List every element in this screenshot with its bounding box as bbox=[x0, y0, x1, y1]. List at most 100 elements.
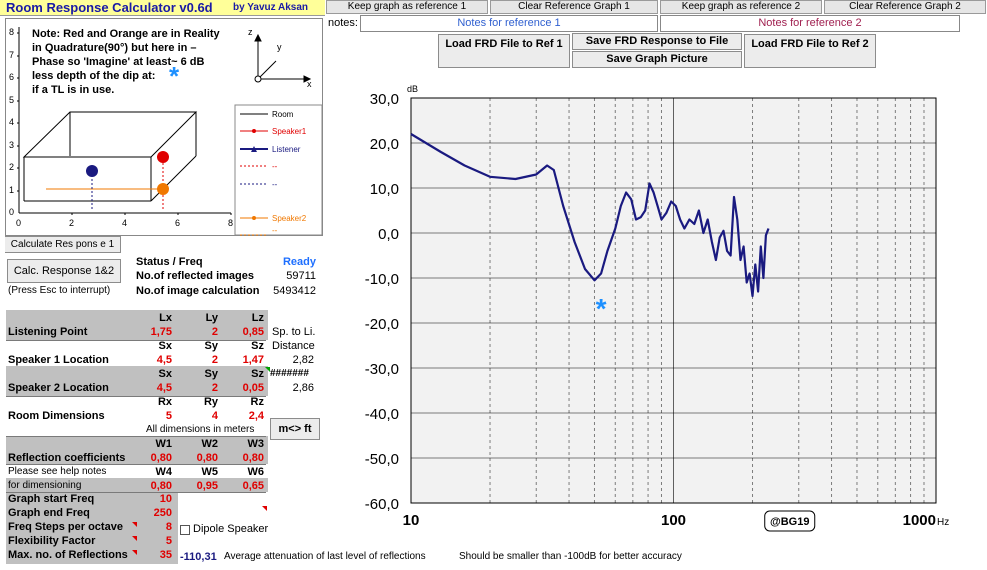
reflected-images-label: No.of reflected images bbox=[136, 270, 254, 282]
note-line-1: Note: Red and Orange are in Reality bbox=[32, 28, 220, 40]
listening-point-label: Listening Point bbox=[8, 326, 88, 338]
s2z-value[interactable]: 0,05 bbox=[242, 382, 264, 394]
speaker2-row-bg bbox=[6, 366, 268, 396]
notes-ref2-field[interactable]: Notes for reference 2 bbox=[660, 15, 960, 32]
comment-marker bbox=[132, 522, 137, 527]
s1x-header: Sx bbox=[158, 340, 172, 352]
load-frd-ref1-button[interactable]: Load FRD File to Ref 1 bbox=[438, 34, 570, 68]
rx-header: Rx bbox=[157, 396, 172, 408]
room-y-tick: 7 bbox=[9, 50, 14, 60]
params-bg bbox=[6, 492, 178, 564]
graph-end-freq-value[interactable]: 250 bbox=[153, 507, 172, 519]
x-tick-label: 100 bbox=[661, 512, 686, 529]
dipole-checkbox[interactable] bbox=[180, 525, 190, 535]
room-y-tick: 1 bbox=[9, 185, 14, 195]
note-line-5: if a TL is in use. bbox=[32, 84, 115, 96]
app-title-bar: Room Response Calculator v0.6d by Yavuz … bbox=[0, 0, 325, 16]
accuracy-note: Should be smaller than -100dB for better… bbox=[459, 551, 682, 562]
room-plot-svg: 8 7 6 5 4 3 2 1 0 0 2 4 6 8 bbox=[9, 27, 323, 236]
load-frd-ref2-button[interactable]: Load FRD File to Ref 2 bbox=[744, 34, 876, 68]
calculate-response1-button[interactable]: Calculate Res pons e 1 bbox=[5, 236, 121, 253]
freq-steps-value[interactable]: 8 bbox=[165, 521, 172, 533]
speaker2-point bbox=[157, 183, 169, 195]
s2y-value[interactable]: 2 bbox=[211, 382, 218, 394]
s1y-value[interactable]: 2 bbox=[211, 354, 218, 366]
s1z-header: Sz bbox=[251, 340, 264, 352]
clear-ref2-button[interactable]: Clear Reference Graph 2 bbox=[824, 0, 986, 14]
row-separator bbox=[6, 492, 266, 493]
w6-header: W6 bbox=[247, 466, 265, 478]
unit-toggle-button[interactable]: m<> ft bbox=[270, 418, 320, 440]
w3-value[interactable]: 0,80 bbox=[242, 452, 264, 464]
max-reflections-value[interactable]: 35 bbox=[159, 549, 172, 561]
room-y-tick: 5 bbox=[9, 95, 14, 105]
room-x-tick: 0 bbox=[16, 218, 21, 228]
x-unit-label: Hz bbox=[937, 517, 949, 528]
overflow-cell: ####### bbox=[270, 368, 309, 379]
w1-value[interactable]: 0,80 bbox=[150, 452, 172, 464]
quadrature-note: Note: Red and Orange are in Reality in Q… bbox=[32, 27, 242, 97]
axis-y-label: y bbox=[277, 42, 282, 52]
help-note-1: Please see help notes bbox=[8, 466, 107, 477]
comment-marker bbox=[132, 536, 137, 541]
response-line bbox=[410, 133, 770, 298]
status-value: Ready bbox=[282, 256, 316, 268]
w5-header: W5 bbox=[201, 466, 219, 478]
graph-start-freq-value[interactable]: 10 bbox=[159, 493, 172, 505]
watermark-box bbox=[764, 510, 816, 532]
s2x-header: Sx bbox=[158, 368, 172, 380]
y-tick-label: -30,0 bbox=[365, 361, 399, 378]
calc-response-12-button[interactable]: Calc. Response 1&2 bbox=[7, 259, 121, 283]
distance-label: Distance bbox=[272, 340, 315, 352]
ly-value[interactable]: 2 bbox=[211, 326, 218, 338]
lx-header: Lx bbox=[159, 312, 172, 324]
lx-value[interactable]: 1,75 bbox=[150, 326, 172, 338]
lz-header: Lz bbox=[251, 312, 264, 324]
dip-asterisk-icon: * bbox=[169, 61, 180, 91]
rz-value[interactable]: 2,4 bbox=[248, 410, 264, 422]
s2y-header: Sy bbox=[204, 368, 218, 380]
ry-value[interactable]: 4 bbox=[211, 410, 218, 422]
save-frd-button[interactable]: Save FRD Response to File bbox=[572, 33, 742, 50]
y-tick-label: -10,0 bbox=[365, 271, 399, 288]
graph-start-freq-label: Graph start Freq bbox=[8, 493, 95, 505]
note-line-3: Phase so 'Imagine' at least~ 6 dB bbox=[32, 56, 205, 68]
axis-x-label: x bbox=[307, 79, 312, 89]
legend-room: Room bbox=[272, 110, 294, 119]
lz-value[interactable]: 0,85 bbox=[242, 326, 264, 338]
x-tick-label: 1000 bbox=[903, 512, 936, 529]
legend-dash1: -- bbox=[272, 162, 278, 171]
s2z-header: Sz bbox=[251, 368, 264, 380]
y-axis-label: dB bbox=[407, 84, 418, 94]
s2x-value[interactable]: 4,5 bbox=[156, 382, 172, 394]
x-tick-label: 10 bbox=[403, 512, 420, 529]
keep-ref1-button[interactable]: Keep graph as reference 1 bbox=[326, 0, 488, 14]
notes-label: notes: bbox=[328, 17, 358, 29]
keep-ref2-button[interactable]: Keep graph as reference 2 bbox=[660, 0, 822, 14]
rx-value[interactable]: 5 bbox=[165, 410, 172, 422]
notes-ref1-field[interactable]: Notes for reference 1 bbox=[360, 15, 658, 32]
w4-value[interactable]: 0,80 bbox=[150, 480, 172, 492]
chart-svg: 30,0 20,0 10,0 0,0 -10,0 -20,0 -30,0 -40,0 -50,0… bbox=[365, 84, 949, 532]
w6-value[interactable]: 0,65 bbox=[242, 480, 264, 492]
room-x-tick: 8 bbox=[228, 218, 233, 228]
room-y-tick: 0 bbox=[9, 207, 14, 217]
room-dimensions-label: Room Dimensions bbox=[8, 410, 105, 422]
s1z-value[interactable]: 1,47 bbox=[242, 354, 264, 366]
clear-ref1-button[interactable]: Clear Reference Graph 1 bbox=[490, 0, 658, 14]
axis-z-label: z bbox=[248, 27, 253, 37]
esc-hint: (Press Esc to interrupt) bbox=[8, 285, 111, 296]
flexibility-factor-value[interactable]: 5 bbox=[165, 535, 172, 547]
help-note-2: for dimensioning bbox=[8, 480, 82, 491]
w5-value[interactable]: 0,95 bbox=[196, 480, 218, 492]
speaker1-point bbox=[157, 151, 169, 163]
row-separator bbox=[6, 340, 266, 341]
s1x-value[interactable]: 4,5 bbox=[156, 354, 172, 366]
w2-value[interactable]: 0,80 bbox=[196, 452, 218, 464]
sp-to-li-label: Sp. to Li. bbox=[272, 326, 316, 338]
reflected-images-value: 59711 bbox=[286, 270, 316, 282]
app-title: Room Response Calculator v0.6d bbox=[6, 0, 213, 15]
app-author: by Yavuz Aksan bbox=[233, 2, 309, 13]
listening-row-bg bbox=[6, 310, 268, 340]
save-graph-picture-button[interactable]: Save Graph Picture bbox=[572, 51, 742, 68]
